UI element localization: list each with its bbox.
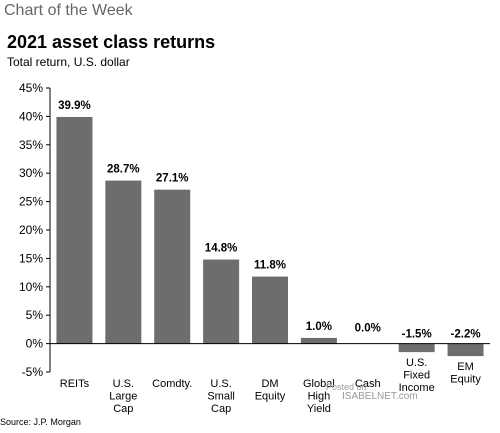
value-label: 14.8% bbox=[205, 243, 238, 255]
category-label: Large bbox=[109, 391, 137, 403]
category-label: DM bbox=[261, 378, 278, 390]
value-label: 39.9% bbox=[58, 100, 91, 112]
chart-subtitle: Total return, U.S. dollar bbox=[7, 55, 130, 69]
y-tick-label: 40% bbox=[19, 109, 43, 123]
value-label: 11.8% bbox=[254, 260, 286, 272]
y-tick-label: 15% bbox=[19, 251, 43, 265]
value-label: 27.1% bbox=[156, 173, 189, 185]
y-tick-label: 30% bbox=[19, 166, 43, 180]
y-tick-label: 5% bbox=[26, 308, 44, 322]
bar bbox=[300, 337, 337, 344]
bar bbox=[398, 343, 435, 353]
y-tick-label: 25% bbox=[19, 195, 43, 209]
value-label: 28.7% bbox=[107, 164, 140, 176]
category-label: Cap bbox=[211, 403, 231, 415]
category-label: Small bbox=[207, 391, 235, 403]
y-tick-label: 20% bbox=[19, 223, 43, 237]
category-label: Cash bbox=[355, 378, 381, 390]
category-label: Yield bbox=[307, 403, 331, 415]
value-label: 0.0% bbox=[355, 323, 381, 335]
category-label: Income bbox=[399, 382, 435, 394]
category-label: High bbox=[308, 391, 331, 403]
y-tick-label: 45% bbox=[19, 81, 43, 95]
category-label: Comdty. bbox=[152, 378, 192, 390]
bar bbox=[447, 343, 484, 357]
source-note: Source: J.P. Morgan bbox=[0, 417, 81, 427]
value-label: -2.2% bbox=[451, 329, 481, 341]
category-label: EM bbox=[457, 361, 474, 373]
y-tick-label: 10% bbox=[19, 280, 43, 294]
y-tick-label: 35% bbox=[19, 138, 43, 152]
category-label: Equity bbox=[255, 391, 286, 403]
chart-kicker: Chart of the Week bbox=[4, 2, 133, 19]
category-label: Global bbox=[303, 378, 335, 390]
bar bbox=[56, 116, 93, 344]
category-label: U.S. bbox=[406, 357, 427, 369]
category-label: Cap bbox=[113, 403, 133, 415]
bar bbox=[203, 259, 240, 344]
value-label: 1.0% bbox=[306, 321, 332, 333]
category-label: Fixed bbox=[403, 370, 430, 382]
category-label: U.S. bbox=[210, 378, 231, 390]
category-label: REITs bbox=[60, 378, 90, 390]
bar bbox=[105, 180, 142, 344]
value-label: -1.5% bbox=[402, 329, 432, 341]
watermark: Posted on ISABELNET.com bbox=[326, 382, 418, 402]
category-label: Equity bbox=[450, 374, 481, 386]
chart-title: 2021 asset class returns bbox=[7, 32, 216, 52]
watermark-line1: Posted on bbox=[326, 382, 367, 392]
y-tick-label: -5% bbox=[22, 365, 44, 379]
y-tick-label: 0% bbox=[26, 337, 44, 351]
category-label: U.S. bbox=[113, 378, 134, 390]
bar bbox=[252, 276, 288, 344]
bar bbox=[154, 189, 191, 344]
watermark-line2: ISABELNET.com bbox=[342, 391, 418, 402]
